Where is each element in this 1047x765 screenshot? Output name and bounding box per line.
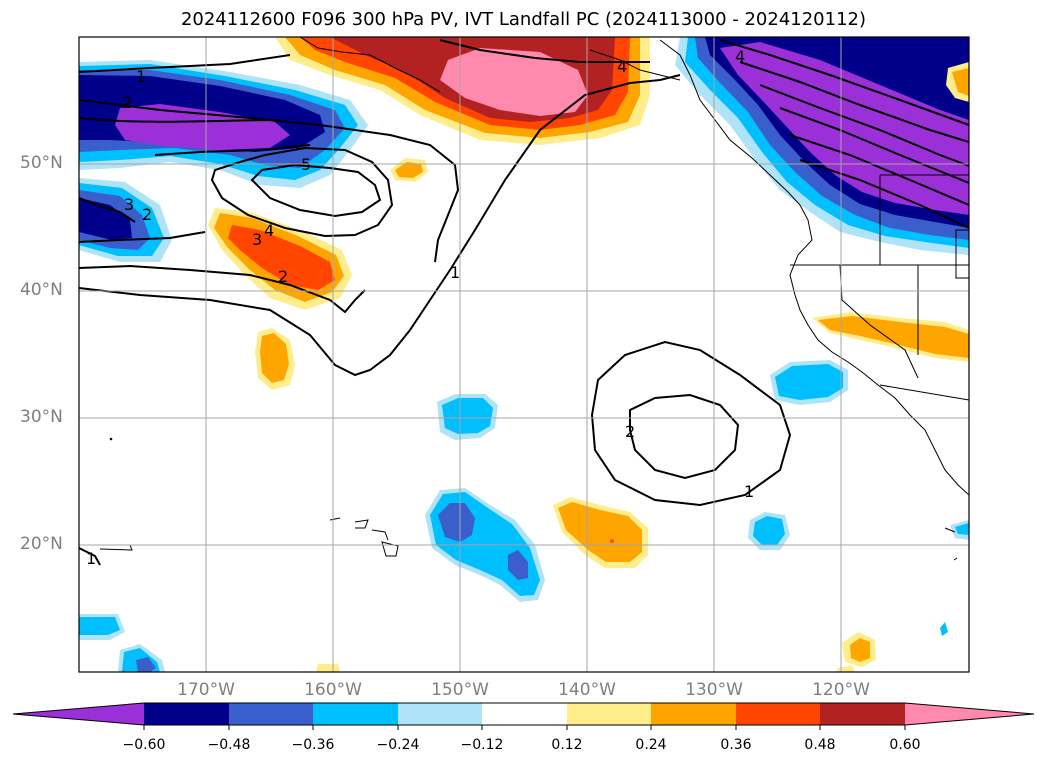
colorbar [12, 702, 1035, 730]
lon-label: 160°W [304, 680, 362, 700]
colorbar-segment [144, 703, 229, 725]
colorbar-extend-low [13, 703, 144, 725]
lon-label: 150°W [431, 680, 489, 700]
lon-label: 130°W [685, 680, 743, 700]
contour-label: 2 [142, 205, 152, 224]
contour-lines [79, 39, 969, 566]
lat-label: 20°N [20, 534, 63, 554]
colorbar-segment [229, 703, 313, 725]
lat-label: 30°N [20, 407, 63, 427]
colorbar-tick-label: 0.60 [889, 737, 921, 753]
lat-label: 50°N [20, 153, 63, 173]
contour-label: 1 [86, 549, 96, 568]
map-title: 2024112600 F096 300 hPa PV, IVT Landfall… [180, 9, 867, 30]
contour-label: 2 [625, 422, 635, 441]
colorbar-tick-label: 0.24 [635, 737, 667, 753]
colorbar-extend-high [905, 703, 1034, 725]
contour-label: 2 [122, 93, 132, 112]
gridlines [79, 37, 969, 672]
colorbar-segment [820, 703, 905, 725]
lat-label: 40°N [20, 280, 63, 300]
colorbar-tick-label: −0.60 [122, 737, 166, 753]
colorbar-segment [482, 703, 567, 725]
colorbar-segment [736, 703, 820, 725]
colorbar-tick-label: −0.12 [460, 737, 504, 753]
contour-label: 2 [278, 267, 288, 286]
contour-label: 1 [744, 482, 754, 501]
colorbar-segment [651, 703, 736, 725]
lon-label: 120°W [812, 680, 870, 700]
lon-label: 140°W [558, 680, 616, 700]
colorbar-segment [567, 703, 651, 725]
contour-label: 3 [252, 230, 262, 249]
colorbar-segment [398, 703, 482, 725]
positive-anomaly-gulf-of-alaska [275, 37, 650, 145]
colorbar-tick-label: 0.36 [720, 737, 752, 753]
contour-label: 1 [136, 67, 146, 86]
contour-label: 4 [264, 221, 274, 240]
colorbar-tick-label: −0.48 [207, 737, 251, 753]
colorbar-tick-label: 0.48 [804, 737, 836, 753]
colorbar-segment [313, 703, 398, 725]
colorbar-tick-label: −0.24 [376, 737, 420, 753]
colorbar-tick-label: 0.12 [551, 737, 583, 753]
contour-label: 3 [124, 195, 134, 214]
lon-label: 170°W [177, 680, 235, 700]
contour-label: 1 [450, 263, 460, 282]
map-frame [78, 36, 970, 673]
positive-anomaly-central-north [208, 208, 352, 310]
colorbar-tick-label: −0.36 [291, 737, 335, 753]
contour-label: 4 [617, 57, 627, 76]
contour-label: 4 [735, 47, 745, 66]
